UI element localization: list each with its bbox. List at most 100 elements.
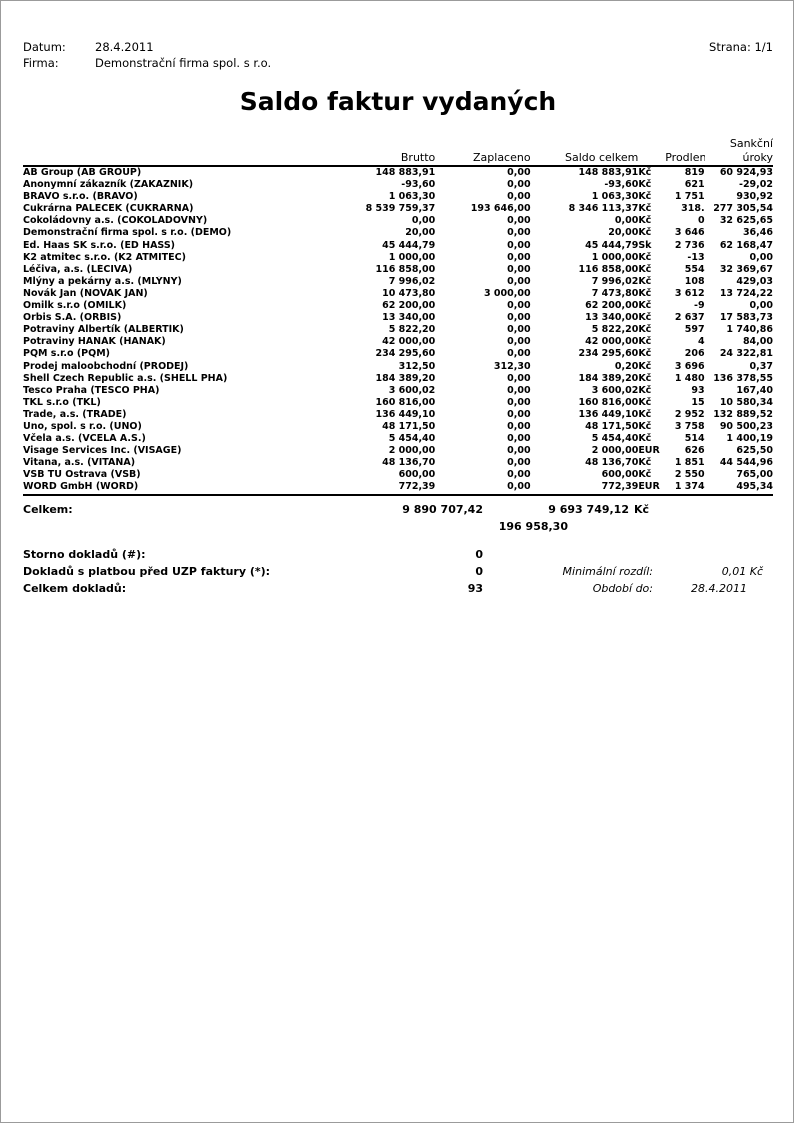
cell-zaplaceno: 0,00: [507, 191, 531, 203]
cell-customer: Mlýny a pekárny a.s. (MLÝNY): [23, 275, 182, 287]
cell-uroky: 24 322,81: [719, 348, 773, 360]
cell-currency: Kč: [638, 191, 652, 203]
cell-uroky: 495,34: [704, 481, 773, 496]
table-row: Vitana, a.s. (VITANA) 48 136,70 0,00 48 136…: [23, 457, 773, 469]
cell-zaplaceno: 0,00: [507, 384, 531, 396]
cell-brutto: 10 473,80: [382, 287, 436, 299]
storno-value: 0: [475, 548, 483, 561]
cell-saldo: 2 000,00: [591, 445, 639, 457]
cell-brutto: 184 389,20: [375, 372, 436, 384]
cell-uroky: 32 369,67: [719, 263, 773, 275]
min-diff-label: Minimální rozdíl:: [562, 565, 653, 578]
cell-prodleni: 3 612: [674, 287, 705, 299]
cell-currency: Kč: [638, 433, 652, 445]
cell-prodleni: 3 696: [674, 360, 705, 372]
cell-saldo: 42 000,00: [585, 336, 639, 348]
cell-customer: TKL s.r.o (TKL): [23, 396, 101, 408]
cell-zaplaceno: 0,00: [507, 372, 531, 384]
table-header-row-bottom: Brutto Zaplaceno Saldo celkem Prodlení ú…: [23, 151, 773, 167]
cell-brutto: 5 454,40: [388, 433, 436, 445]
cell-customer: BRAVO s.r.o. (BRAVO): [23, 191, 138, 203]
cell-saldo: 3 600,02: [591, 384, 639, 396]
header-row-firm: Firma: Demonstrační firma spol. s r.o.: [23, 55, 773, 71]
cell-brutto: -93,60: [401, 179, 436, 191]
cell-zaplaceno: 0,00: [507, 336, 531, 348]
cell-saldo: 116 858,00: [578, 263, 639, 275]
cell-prodleni: 108: [684, 275, 705, 287]
cell-brutto: 42 000,00: [382, 336, 436, 348]
cell-saldo: 20,00: [608, 227, 639, 239]
cell-customer: Shell Czech Republic a.s. (SHELL PHA): [23, 372, 228, 384]
total-zaplaceno-value: 196 958,30: [498, 520, 568, 533]
cell-zaplaceno: 0,00: [507, 239, 531, 251]
cell-currency: Kč: [638, 167, 652, 178]
cell-zaplaceno: 312,30: [493, 360, 531, 372]
table-row: AB Group (AB GROUP) 148 883,91 0,00 148 883…: [23, 166, 773, 179]
cell-brutto: 45 444,79: [382, 239, 436, 251]
cell-zaplaceno: 0,00: [507, 179, 531, 191]
cell-prodleni: 0: [697, 215, 705, 227]
cell-zaplaceno: 0,00: [507, 408, 531, 420]
table-row: Trade, a.s. (TRADE) 136 449,10 0,00 136 449…: [23, 409, 773, 421]
cell-currency: Kč: [638, 300, 652, 312]
cell-saldo: -93,60: [604, 179, 639, 191]
docs-value: 93: [467, 582, 483, 595]
cell-customer: Novák Jan (NOVÁK JAN): [23, 287, 148, 299]
cell-prodleni: 2 550: [674, 469, 705, 481]
cell-saldo: 7 473,80: [591, 287, 639, 299]
table-row: Cukrárna PALEČEK (CUKRÁRNA) 8 539 759,37 1…: [23, 203, 773, 215]
cell-brutto: 48 136,70: [382, 457, 436, 469]
th-customer: [23, 151, 324, 167]
cell-uroky: 62 168,47: [719, 239, 773, 251]
cell-zaplaceno: 0,00: [507, 324, 531, 336]
cell-uroky: 13 724,22: [719, 287, 773, 299]
cell-brutto: 0,00: [411, 215, 436, 227]
cell-uroky: 17 583,73: [719, 312, 773, 324]
cell-uroky: -29,02: [739, 179, 773, 191]
cell-saldo: 184 389,20: [578, 372, 639, 384]
cell-customer: Omilk s.r.o (OMILK): [23, 300, 127, 312]
firm-value: Demonstrační firma spol. s r.o.: [95, 56, 272, 70]
cell-brutto: 600,00: [398, 469, 436, 481]
table-row: VŠB TU Ostrava (VŠB) 600,00 0,00 600,00 Kč 2 …: [23, 469, 773, 481]
cell-uroky: 0,00: [749, 251, 773, 263]
th-saldo-celkem: Saldo celkem: [530, 151, 639, 167]
summary-storno-row: Storno dokladů (#): 0: [23, 546, 773, 563]
cell-customer: Demonstrační firma spol. s r.o. (DEMO): [23, 227, 232, 239]
cell-prodleni: 554: [684, 263, 705, 275]
cell-currency: EUR: [638, 445, 660, 457]
firm-label: Firma:: [23, 56, 59, 70]
cell-customer: PQM s.r.o (PQM): [23, 348, 111, 360]
cell-uroky: 1 740,86: [726, 324, 773, 336]
cell-customer: K2 atmitec s.r.o. (K2 ATMITEC): [23, 251, 186, 263]
cell-customer: VŠB TU Ostrava (VŠB): [23, 469, 141, 481]
cell-prodleni: 1 374: [665, 481, 705, 496]
cell-currency: Kč: [638, 251, 652, 263]
cell-customer: Ed. Haas SK s.r.o. (ED HASS): [23, 239, 176, 251]
uzp-value: 0: [475, 565, 483, 578]
cell-zaplaceno: 0,00: [507, 167, 531, 178]
th-prodleni: Prodlení: [665, 151, 705, 167]
cell-uroky: 429,03: [736, 275, 773, 287]
cell-currency: Kč: [638, 179, 652, 191]
cell-brutto: 160 816,00: [375, 396, 436, 408]
table-row: Tesco Praha (TESCO PHA) 3 600,02 0,00 3 600…: [23, 385, 773, 397]
cell-brutto: 1 000,00: [388, 251, 436, 263]
th-blank-5: [638, 137, 665, 151]
table-row: TKL s.r.o (TKL) 160 816,00 0,00 160 816,00 K…: [23, 397, 773, 409]
saldo-table-container: Sankční Brutto Zaplaceno Saldo celkem Pr…: [23, 137, 773, 496]
cell-brutto: 772,39: [323, 481, 436, 496]
cell-uroky: 0,00: [749, 300, 773, 312]
saldo-table: Sankční Brutto Zaplaceno Saldo celkem Pr…: [23, 137, 773, 496]
cell-customer: Prodej maloobchodní (PRODEJ): [23, 360, 189, 372]
page-indicator: Strana: 1/1: [709, 40, 773, 54]
summary-uzp-row: Dokladů s platbou před UZP faktury (*): …: [23, 563, 773, 580]
period-label: Období do:: [592, 582, 653, 595]
cell-uroky: 60 924,93: [719, 167, 773, 178]
cell-uroky: 132 889,52: [713, 408, 773, 420]
date-label: Datum:: [23, 40, 66, 54]
table-row: Potraviny HANÁK (HANÁK) 42 000,00 0,00 42 0…: [23, 336, 773, 348]
cell-uroky: 277 305,54: [713, 203, 773, 215]
table-row: K2 atmitec s.r.o. (K2 ATMITEC) 1 000,00 0,…: [23, 252, 773, 264]
cell-prodleni: 597: [684, 324, 705, 336]
